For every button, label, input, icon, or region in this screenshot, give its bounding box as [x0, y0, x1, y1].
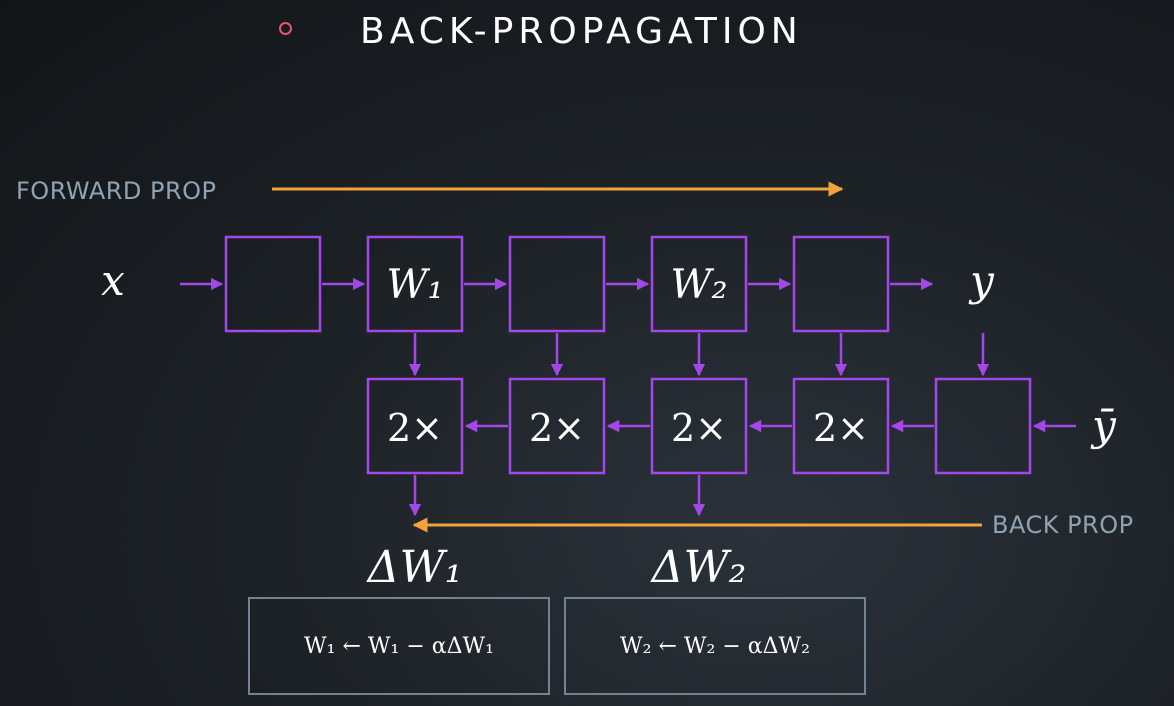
update-rule-w2: W₂ ← W₂ − αΔW₂ — [564, 597, 866, 695]
backward-box-label-1: 2× — [387, 406, 443, 450]
forward-box-5 — [792, 235, 890, 333]
input-x-label: x — [101, 256, 125, 305]
forward-box-1 — [224, 235, 322, 333]
forward-prop-label: FORWARD PROP — [16, 177, 217, 205]
gradient-delta-w1: ΔW₁ — [366, 542, 463, 593]
backward-box-1 — [366, 377, 464, 475]
forward-box-2 — [366, 235, 464, 333]
title-bar: BACK-PROPAGATION — [0, 8, 1174, 58]
forward-box-4 — [650, 235, 748, 333]
update-rule-w1: W₁ ← W₁ − αΔW₁ — [248, 597, 550, 695]
backward-box-5 — [934, 377, 1032, 475]
page-title: BACK-PROPAGATION — [360, 11, 803, 52]
bullet-icon — [279, 22, 292, 35]
backward-box-label-3: 2× — [671, 406, 727, 450]
backward-box-label-4: 2× — [813, 406, 869, 450]
target-y-bar-label: ȳ — [1090, 401, 1117, 450]
gradient-delta-w2: ΔW₂ — [650, 542, 747, 593]
backward-box-3 — [650, 377, 748, 475]
back-prop-label: BACK PROP — [992, 511, 1134, 539]
backward-box-label-2: 2× — [529, 406, 585, 450]
forward-box-label-w2: W₂ — [670, 262, 727, 308]
forward-box-3 — [508, 235, 606, 333]
output-y-label: y — [968, 256, 995, 305]
backward-box-2 — [508, 377, 606, 475]
backward-box-4 — [792, 377, 890, 475]
forward-box-label-w1: W₁ — [386, 262, 443, 308]
